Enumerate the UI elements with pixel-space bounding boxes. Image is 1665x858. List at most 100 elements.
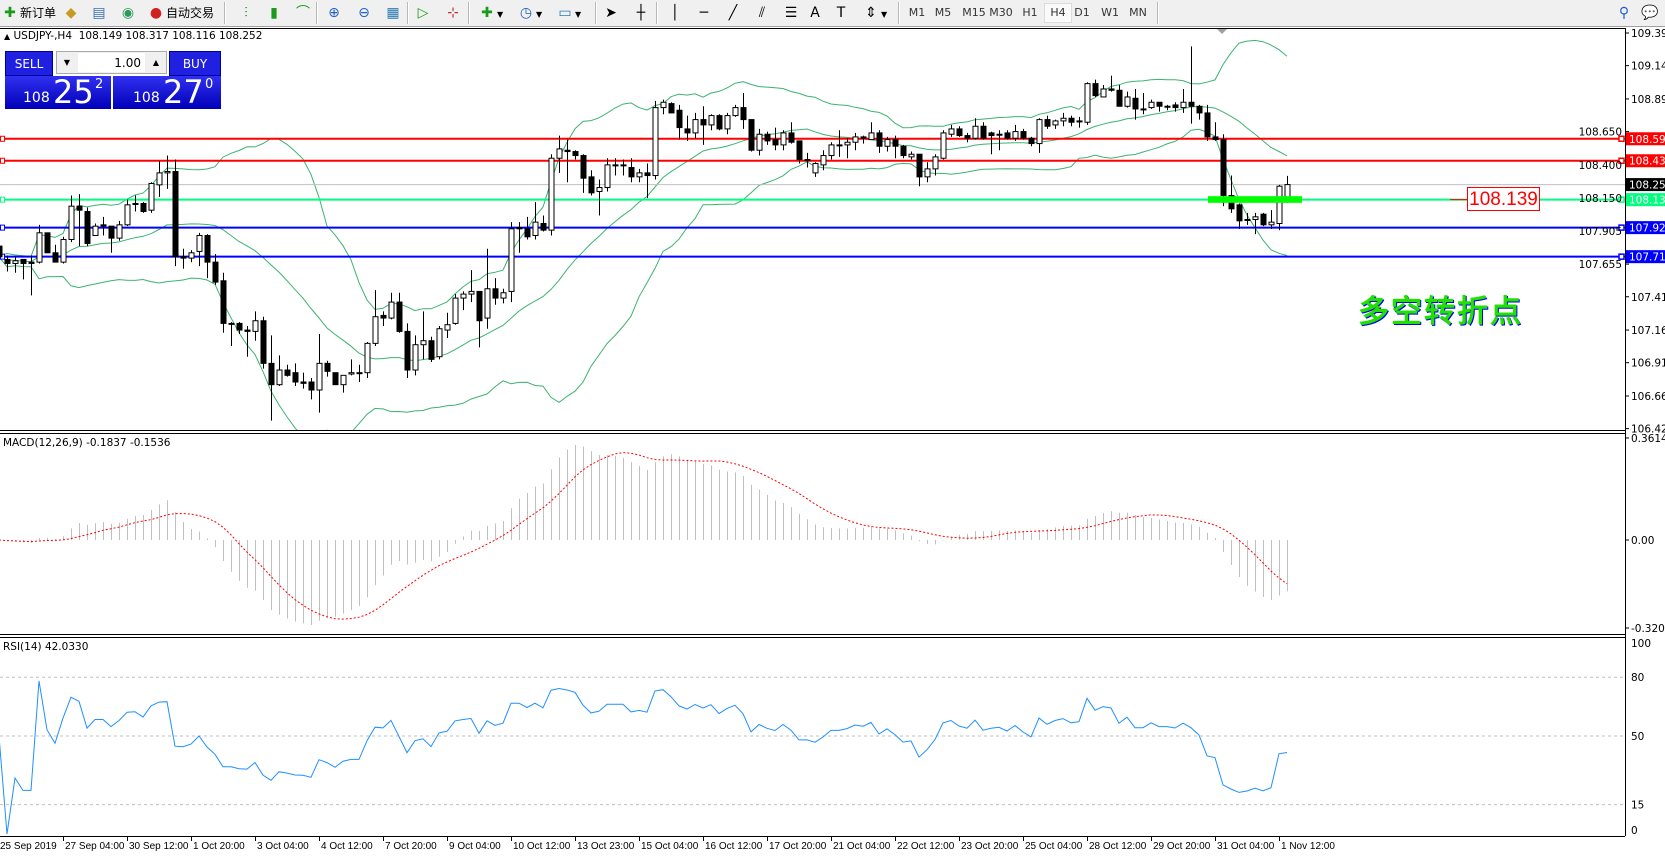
bull-candle-body bbox=[708, 115, 715, 126]
auto-trading-label: 自动交易 bbox=[166, 6, 215, 20]
bear-candle-body bbox=[860, 136, 867, 139]
equidistant-channel-button[interactable]: ⫽ bbox=[752, 3, 772, 23]
bar-chart-button[interactable]: ⫶ bbox=[236, 3, 256, 23]
lot-decrease-button[interactable]: ▼ bbox=[63, 58, 71, 67]
auto-scroll-button[interactable]: ▷ bbox=[413, 3, 433, 23]
candle bbox=[1156, 101, 1163, 112]
candle bbox=[604, 158, 611, 192]
candle bbox=[428, 336, 435, 363]
timeframe-d1[interactable]: D1 bbox=[1074, 6, 1090, 19]
bear-candle-body bbox=[916, 153, 923, 178]
candle bbox=[884, 136, 891, 152]
timeframe-m5[interactable]: M5 bbox=[934, 6, 952, 19]
bear-candle-body bbox=[52, 252, 59, 263]
buy-pips: 27 bbox=[163, 73, 204, 111]
candle bbox=[556, 135, 563, 173]
candle bbox=[324, 360, 331, 377]
lot-input[interactable] bbox=[78, 53, 145, 72]
sell-button[interactable]: SELL bbox=[5, 51, 53, 76]
signal-button[interactable]: ◉ bbox=[118, 3, 138, 23]
line-anchor-handle bbox=[0, 196, 5, 203]
candle bbox=[1004, 130, 1011, 140]
tile-windows-button[interactable]: ▦ bbox=[383, 3, 403, 23]
zoom-in-button[interactable]: ⊕ bbox=[324, 3, 344, 23]
bull-candle-body bbox=[388, 301, 395, 319]
buy-fraction: 0 bbox=[205, 77, 214, 92]
timeframe-h1[interactable]: H1 bbox=[1022, 6, 1038, 19]
timeframe-w1[interactable]: W1 bbox=[1101, 6, 1119, 19]
bull-candle-body bbox=[1140, 108, 1147, 111]
sell-pips: 25 bbox=[53, 73, 94, 111]
timeframe-h4[interactable]: H4 bbox=[1044, 3, 1072, 23]
collapse-triangle-icon[interactable]: ▲ bbox=[4, 32, 11, 41]
text-button[interactable]: A bbox=[805, 3, 825, 23]
text-label-button[interactable]: T bbox=[831, 3, 851, 23]
time-tick-label: 13 Oct 23:00 bbox=[577, 841, 635, 852]
bull-candle-body bbox=[620, 164, 627, 167]
bear-candle-body bbox=[956, 128, 963, 137]
crosshair-button[interactable]: ┼ bbox=[631, 3, 651, 23]
line-anchor-handle bbox=[1618, 253, 1625, 260]
new-chart-button[interactable]: ✚ ▼ bbox=[477, 3, 503, 23]
auto-trading-button[interactable]: ● 自动交易 bbox=[146, 3, 214, 23]
trendline-button[interactable]: ╱ bbox=[723, 3, 743, 23]
terminal-button[interactable]: ▤ bbox=[89, 3, 109, 23]
line-chart-button[interactable]: ⌒ bbox=[293, 3, 313, 23]
timeframe-mn[interactable]: MN bbox=[1129, 6, 1147, 19]
candle bbox=[716, 114, 723, 131]
chart-shift-button[interactable]: ⊹ bbox=[443, 3, 463, 23]
lot-increase-button[interactable]: ▲ bbox=[152, 58, 160, 67]
zoom-out-button[interactable]: ⊖ bbox=[354, 3, 374, 23]
time-tick-label: 10 Oct 12:00 bbox=[513, 841, 571, 852]
candle bbox=[36, 224, 43, 264]
search-button[interactable]: ⚲ bbox=[1614, 3, 1634, 23]
price-tag-bg bbox=[1626, 250, 1665, 264]
timeframe-m15[interactable]: M15 bbox=[962, 6, 986, 19]
sell-price[interactable]: 108 25 2 bbox=[5, 73, 111, 111]
candle bbox=[668, 102, 675, 114]
candle bbox=[780, 130, 787, 151]
buy-price[interactable]: 108 27 0 bbox=[113, 73, 221, 111]
chart-shift-marker-icon bbox=[1217, 29, 1227, 34]
candle bbox=[1012, 124, 1019, 141]
candle bbox=[1268, 210, 1275, 229]
rsi-tick-label: 15 bbox=[1631, 800, 1644, 812]
candle bbox=[676, 104, 683, 140]
candle bbox=[1244, 212, 1251, 225]
candle bbox=[1036, 118, 1043, 153]
rsi-tick-label: 50 bbox=[1631, 731, 1644, 743]
gold-button[interactable]: ◆ bbox=[61, 3, 81, 23]
candle bbox=[980, 122, 987, 140]
bull-candle-body bbox=[500, 292, 507, 299]
buy-button[interactable]: BUY bbox=[169, 51, 221, 76]
candlestick-button[interactable]: ▮ bbox=[264, 3, 284, 23]
candle bbox=[84, 207, 91, 247]
candle bbox=[1204, 104, 1211, 141]
periods-button[interactable]: ◷ ▼ bbox=[516, 3, 542, 23]
cursor-button[interactable]: ➤ bbox=[601, 3, 621, 23]
timeframe-m30[interactable]: M30 bbox=[989, 6, 1013, 19]
bull-candle-body bbox=[68, 205, 75, 240]
vertical-line-icon: │ bbox=[670, 5, 680, 21]
candle bbox=[180, 248, 187, 269]
bull-candle-body bbox=[948, 128, 955, 135]
rsi-line bbox=[0, 680, 1288, 835]
turning-point-annotation[interactable]: 多空转折点 bbox=[1358, 294, 1523, 330]
candle bbox=[1100, 84, 1107, 98]
bull-candle-body bbox=[548, 157, 555, 231]
templates-button[interactable]: ▭ ▼ bbox=[555, 3, 581, 23]
candle bbox=[4, 255, 11, 272]
fibonacci-button[interactable]: ☰ bbox=[781, 3, 801, 23]
chat-button[interactable]: 💬 bbox=[1640, 3, 1660, 23]
arrows-button[interactable]: ⇕ ▼ bbox=[861, 3, 887, 23]
macd-title: MACD(12,26,9) -0.1837 -0.1536 bbox=[3, 437, 171, 449]
bear-candle-body bbox=[236, 322, 243, 331]
timeframe-m1[interactable]: M1 bbox=[908, 6, 926, 19]
level-price-label[interactable]: 108.139 bbox=[1467, 187, 1540, 211]
new-order-button[interactable]: ✚ 新订单 bbox=[0, 3, 56, 23]
price-tag-bg bbox=[1626, 178, 1665, 192]
vertical-line-button[interactable]: │ bbox=[665, 3, 685, 23]
horizontal-line-button[interactable]: ─ bbox=[694, 3, 714, 23]
bull-candle-body bbox=[1252, 216, 1259, 220]
